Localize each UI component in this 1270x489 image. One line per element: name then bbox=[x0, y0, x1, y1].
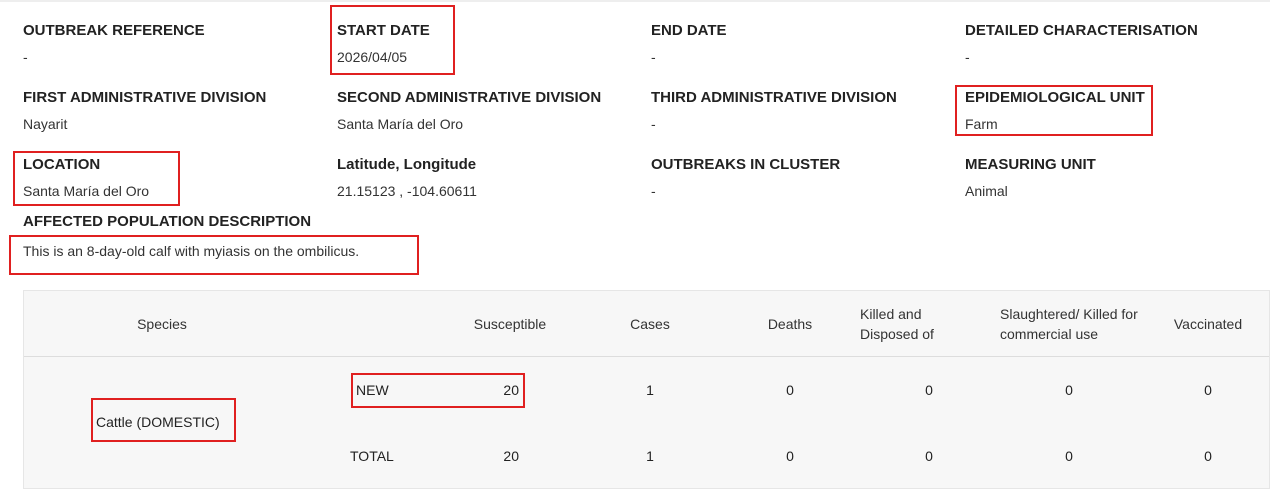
highlight bbox=[330, 5, 455, 75]
description-label: AFFECTED POPULATION DESCRIPTION bbox=[23, 213, 312, 230]
cell-value: 0 bbox=[1204, 448, 1212, 464]
highlight bbox=[13, 151, 180, 206]
cell-value: 0 bbox=[1204, 382, 1212, 398]
field-label: SECOND ADMINISTRATIVE DIVISION bbox=[337, 89, 602, 106]
field-label: FIRST ADMINISTRATIVE DIVISION bbox=[23, 89, 267, 106]
row-type: NEW bbox=[356, 382, 389, 398]
cell-value: 1 bbox=[646, 382, 654, 398]
highlight bbox=[91, 398, 236, 442]
cell-value: 0 bbox=[925, 448, 933, 464]
cell-value: 0 bbox=[786, 382, 794, 398]
cell-value: 0 bbox=[1065, 448, 1073, 464]
field-label: Latitude, Longitude bbox=[337, 156, 477, 173]
field-value: 21.15123 , -104.60611 bbox=[337, 183, 477, 199]
cell-value: 0 bbox=[925, 382, 933, 398]
field-value: - bbox=[965, 49, 970, 65]
field-label: MEASURING UNIT bbox=[965, 156, 1096, 173]
field-value: - bbox=[651, 49, 656, 65]
column-header: Killed and Disposed of bbox=[860, 306, 934, 342]
column-header: Deaths bbox=[767, 316, 813, 332]
field-label: OUTBREAKS IN CLUSTER bbox=[651, 156, 841, 173]
field-label: END DATE bbox=[651, 22, 727, 39]
field-label: OUTBREAK REFERENCE bbox=[23, 22, 205, 39]
table bbox=[23, 290, 1270, 489]
field-label: LOCATION bbox=[23, 156, 101, 173]
cell-value: 0 bbox=[786, 448, 794, 464]
column-header: Susceptible bbox=[473, 316, 547, 332]
field-label: START DATE bbox=[337, 22, 430, 39]
cell-value: 20 bbox=[503, 448, 519, 464]
column-header: Species bbox=[137, 316, 187, 332]
top-line bbox=[0, 0, 1270, 2]
description-value: This is an 8-day-old calf with myiasis o… bbox=[23, 243, 360, 259]
field-value: Animal bbox=[965, 183, 1008, 199]
field-value: - bbox=[651, 116, 656, 132]
column-header: Cases bbox=[630, 316, 670, 332]
field-label: EPIDEMIOLOGICAL UNIT bbox=[965, 89, 1145, 106]
field-value: Santa María del Oro bbox=[337, 116, 464, 132]
field-value: 2026/04/05 bbox=[337, 49, 408, 65]
highlight bbox=[955, 85, 1153, 136]
field-value: - bbox=[23, 49, 28, 65]
header-divider bbox=[24, 356, 1269, 357]
field-label: DETAILED CHARACTERISATION bbox=[965, 22, 1198, 39]
field-value: Nayarit bbox=[23, 116, 68, 132]
field-value: Farm bbox=[965, 116, 998, 132]
field-label: THIRD ADMINISTRATIVE DIVISION bbox=[651, 89, 897, 106]
species: Cattle (DOMESTIC) bbox=[96, 414, 220, 430]
column-header: Slaughtered/ Killed for commercial use bbox=[1000, 306, 1138, 342]
field-value: - bbox=[651, 183, 656, 199]
row-type: TOTAL bbox=[350, 448, 394, 464]
cell-value: 1 bbox=[646, 448, 654, 464]
column-header: Vaccinated bbox=[1173, 316, 1243, 332]
highlight bbox=[351, 373, 525, 408]
cell-value: 0 bbox=[1065, 382, 1073, 398]
highlight bbox=[9, 235, 419, 275]
field-value: Santa María del Oro bbox=[23, 183, 150, 199]
cell-value: 20 bbox=[503, 382, 519, 398]
